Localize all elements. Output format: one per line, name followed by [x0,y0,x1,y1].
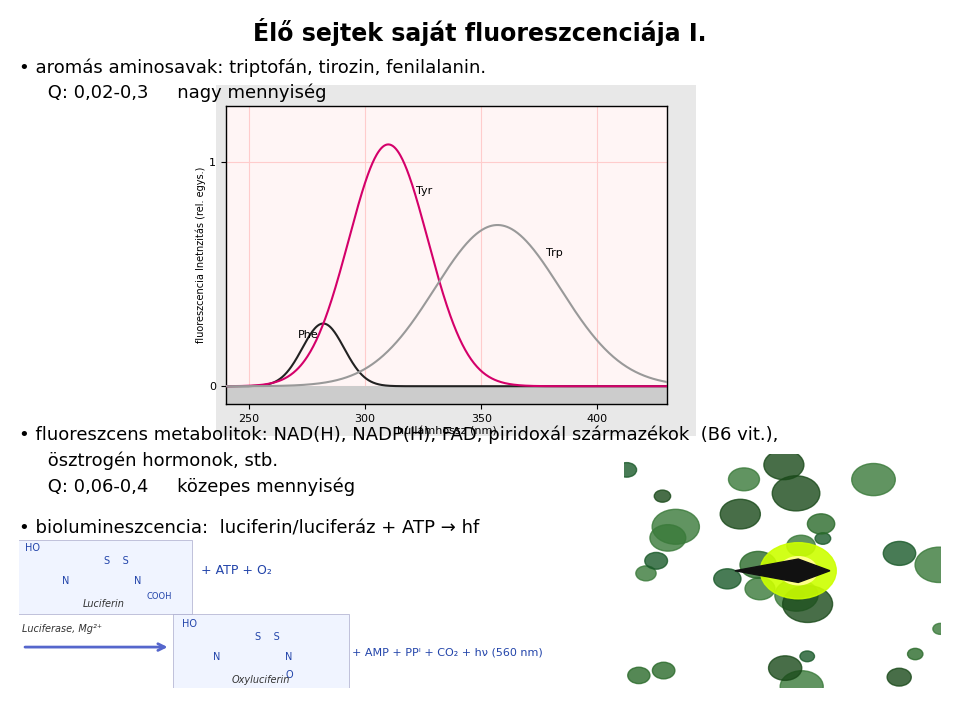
Circle shape [744,625,760,637]
Circle shape [780,557,817,585]
Circle shape [730,596,753,613]
Circle shape [760,542,836,599]
Circle shape [798,639,845,674]
Circle shape [672,664,720,700]
Text: • biolumineszcencia:  luciferin/luciferáz + ATP → hf: • biolumineszcencia: luciferin/luciferáz… [19,520,479,537]
Text: + ATP + O₂: + ATP + O₂ [201,564,272,577]
Circle shape [750,574,777,593]
Text: • aromás aminosavak: triptofán, tirozin, fenilalanin.: • aromás aminosavak: triptofán, tirozin,… [19,58,487,77]
Circle shape [868,603,903,630]
Y-axis label: fluoreszcencia Inetnzitás (rel. egys.): fluoreszcencia Inetnzitás (rel. egys.) [196,167,206,343]
Circle shape [622,508,647,527]
Circle shape [737,635,779,664]
Text: Tyr: Tyr [417,186,432,196]
FancyBboxPatch shape [174,614,348,688]
FancyBboxPatch shape [16,540,192,614]
Text: S    S: S S [104,556,129,566]
Text: ösztrogén hormonok, stb.: ösztrogén hormonok, stb. [19,452,278,470]
FancyArrowPatch shape [25,644,164,650]
Circle shape [908,586,958,623]
FancyBboxPatch shape [216,85,696,436]
Circle shape [703,674,715,683]
Circle shape [743,624,763,638]
Circle shape [690,581,722,605]
Circle shape [695,655,714,669]
Circle shape [906,644,949,676]
Circle shape [757,586,780,603]
Circle shape [910,640,941,663]
Text: • fluoreszcens metabolitok: NAD(H), NADP(H), FAD, piridoxál származékok  (B6 vit: • fluoreszcens metabolitok: NAD(H), NADP… [19,425,779,444]
Text: HO: HO [182,619,198,629]
X-axis label: hullámhossz (nm): hullámhossz (nm) [396,427,496,437]
Circle shape [794,565,819,584]
Text: Élő sejtek saját fluoreszcenciája I.: Élő sejtek saját fluoreszcenciája I. [253,18,707,45]
Text: Trp: Trp [546,248,564,258]
Text: Q: 0,06-0,4     közepes mennyiség: Q: 0,06-0,4 közepes mennyiség [19,478,355,496]
Circle shape [900,457,943,489]
Text: Luciferase, Mg²⁺: Luciferase, Mg²⁺ [22,625,102,635]
Bar [226,386,667,404]
Circle shape [736,516,784,552]
Circle shape [745,653,790,686]
Text: Q: 0,02-0,3     nagy mennyiség: Q: 0,02-0,3 nagy mennyiség [19,84,326,102]
Text: COOH: COOH [146,592,172,601]
Text: HO: HO [25,543,40,553]
Text: N: N [285,652,293,662]
Text: N: N [213,652,220,662]
Circle shape [818,562,837,576]
Circle shape [793,615,811,628]
Polygon shape [735,559,829,583]
Circle shape [924,470,950,490]
Text: Oxyluciferin: Oxyluciferin [232,675,290,685]
Circle shape [912,674,940,695]
Text: Phe: Phe [298,330,319,340]
Circle shape [752,522,788,549]
Circle shape [826,563,845,577]
Text: + AMP + PPᴵ + CO₂ + hν (560 nm): + AMP + PPᴵ + CO₂ + hν (560 nm) [351,647,542,657]
Circle shape [897,634,910,644]
Text: Luciferin: Luciferin [83,599,125,609]
Text: N: N [134,576,141,586]
Circle shape [693,555,743,593]
Text: O: O [285,670,293,680]
Circle shape [874,532,891,545]
Circle shape [791,566,804,576]
Text: S    S: S S [255,632,279,642]
Text: N: N [61,576,69,586]
